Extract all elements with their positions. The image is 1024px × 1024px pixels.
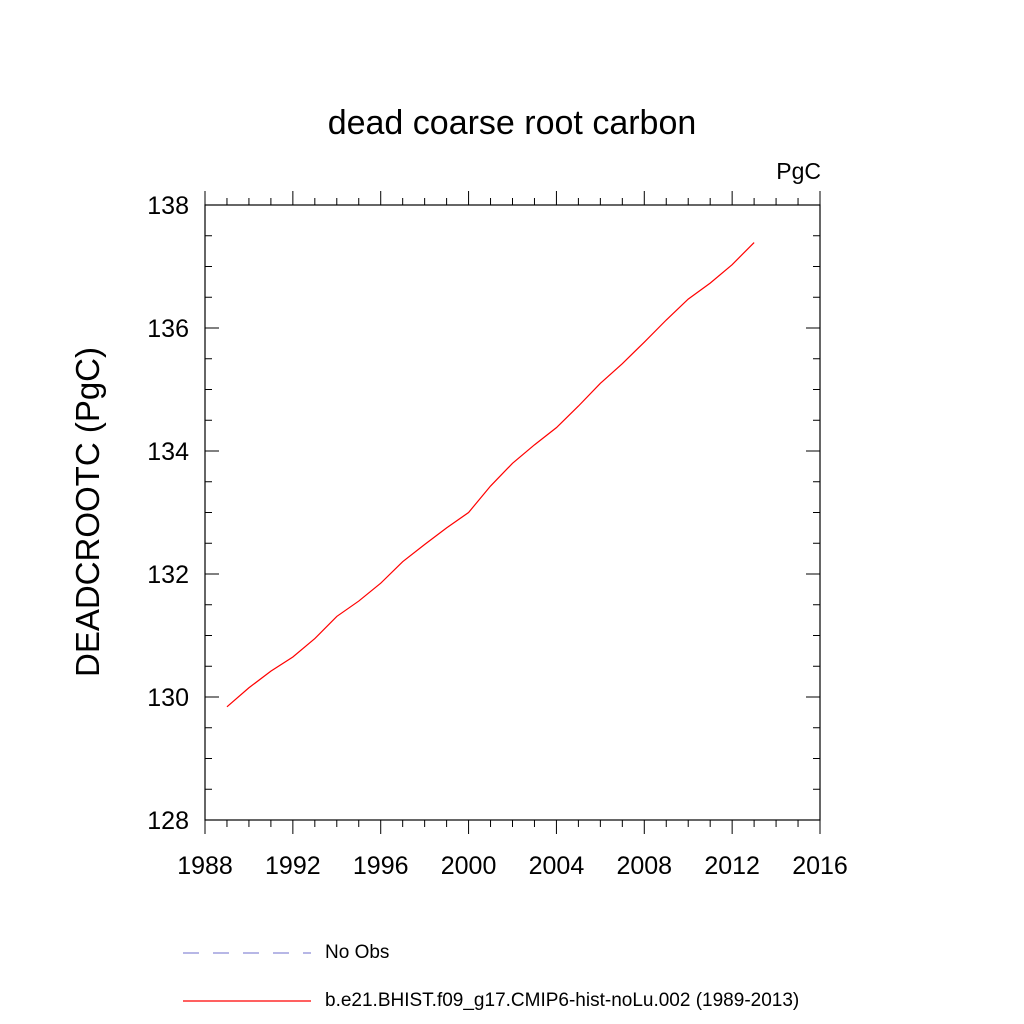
legend-label: b.e21.BHIST.f09_g17.CMIP6-hist-noLu.002 … [325, 990, 800, 1011]
x-tick-label: 1992 [265, 852, 321, 880]
legend-item-no-obs: No Obs [183, 940, 389, 966]
x-tick-label: 2000 [441, 852, 497, 880]
y-tick-label: 130 [147, 684, 189, 712]
y-tick-label: 136 [147, 315, 189, 343]
x-tick-label: 2016 [792, 852, 848, 880]
y-tick-label: 128 [147, 807, 189, 835]
series-line-1 [226, 242, 755, 708]
legend-item-model-run: b.e21.BHIST.f09_g17.CMIP6-hist-noLu.002 … [183, 988, 799, 1014]
x-tick-label: 1988 [177, 852, 233, 880]
legend-swatch-dashed [183, 952, 311, 954]
legend-label: No Obs [325, 942, 390, 963]
y-tick-label: 138 [147, 192, 189, 220]
x-tick-label: 1996 [353, 852, 409, 880]
legend-swatch-solid [183, 1000, 311, 1002]
x-tick-label: 2008 [616, 852, 672, 880]
plot-frame [204, 204, 821, 821]
y-tick-label: 134 [147, 438, 189, 466]
x-tick-label: 2004 [529, 852, 585, 880]
chart-title: dead coarse root carbon [327, 104, 697, 142]
x-tick-label: 2012 [704, 852, 760, 880]
y-tick-label: 132 [147, 561, 189, 589]
units-label: PgC [776, 158, 821, 184]
